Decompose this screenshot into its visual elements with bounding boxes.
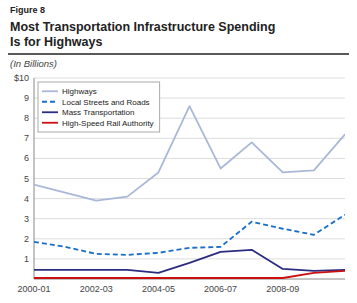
x-axis: 2000-01 2002-03 2004-05 2006-07 2008-09: [17, 284, 299, 294]
grid-line: [34, 258, 345, 259]
x-tick-label: 2004-05: [142, 284, 175, 294]
grid-line: [34, 158, 345, 159]
title: Most Transportation Infrastructure Spend…: [10, 20, 275, 49]
x-tick-label: 2008-09: [266, 284, 299, 294]
legend: Highways Local Streets and RoadsMass Tran…: [38, 82, 160, 132]
grid-line: [34, 78, 345, 79]
grid-line: [34, 198, 345, 199]
series-line: [34, 250, 345, 273]
legend-label: Local Streets and Roads: [62, 98, 150, 107]
y-tick-label: $10: [14, 73, 29, 83]
y-axis: 1 2 3 4 5 6 7 8 9 $10: [14, 73, 345, 264]
x-tick-label: 2006-07: [204, 284, 237, 294]
chart: Figure 8 Most Transportation Infrastructu…: [0, 0, 357, 303]
y-tick-label: 7: [24, 133, 29, 143]
x-tick-label: 2002-03: [80, 284, 113, 294]
y-tick-label: 2: [24, 234, 29, 244]
y-tick-label: 4: [24, 194, 29, 204]
legend-swatch: [42, 111, 58, 113]
legend-swatch: [42, 101, 58, 103]
y-axis-line: [34, 78, 35, 279]
y-tick-label: 3: [24, 214, 29, 224]
y-tick-label: 8: [24, 113, 29, 123]
legend-box: [38, 82, 160, 132]
title-line: Is for Highways: [10, 35, 102, 49]
figure-label: Figure 8: [10, 5, 45, 15]
series-line: [34, 271, 345, 278]
grid-line: [34, 238, 345, 239]
series-line: [34, 215, 345, 255]
title-line: Most Transportation Infrastructure Spend…: [10, 20, 275, 34]
series-line: [34, 106, 345, 200]
legend-swatch: [42, 90, 58, 92]
y-tick-label: 1: [24, 254, 29, 264]
y-tick-label: 5: [24, 174, 29, 184]
y-tick-label: 9: [24, 93, 29, 103]
grid-line: [34, 218, 345, 219]
grid-line: [34, 138, 345, 139]
legend-label: Highways: [62, 87, 97, 96]
y-tick-label: 6: [24, 153, 29, 163]
subtitle: (In Billions): [10, 58, 57, 69]
legend-label: Mass Transportation: [62, 108, 134, 117]
x-tick-label: 2000-01: [17, 284, 50, 294]
legend-swatch: [42, 122, 58, 124]
grid-line: [34, 178, 345, 179]
separator: [8, 53, 349, 55]
legend-label: High-Speed Rail Authority: [62, 119, 154, 128]
